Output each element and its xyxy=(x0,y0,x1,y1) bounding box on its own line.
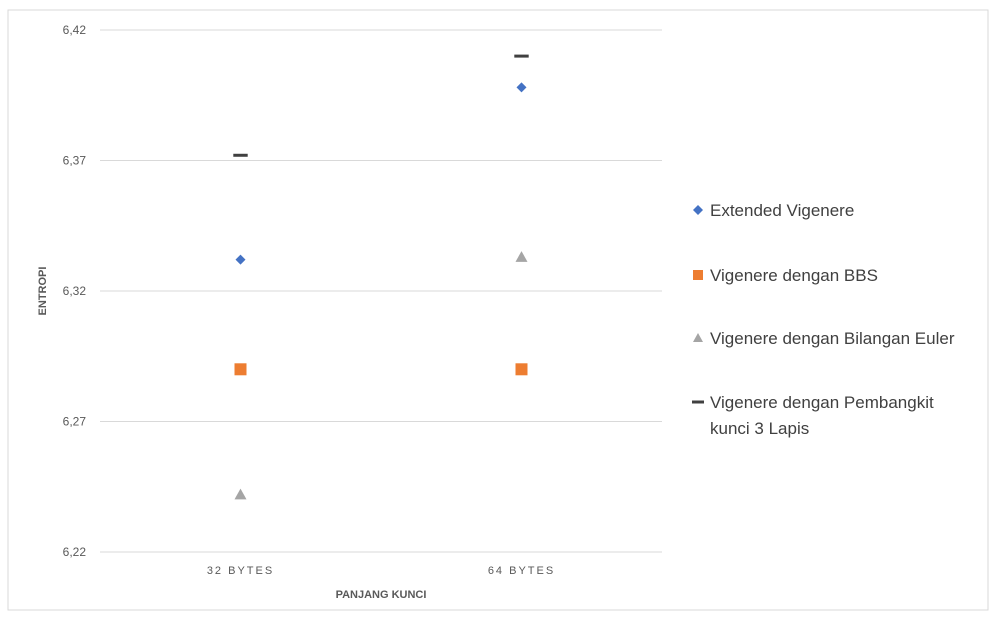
legend-marker-diamond xyxy=(693,205,703,215)
data-point-square xyxy=(234,363,247,376)
data-point-diamond xyxy=(235,254,246,265)
data-points xyxy=(233,54,529,500)
legend-label-line: Vigenere dengan Bilangan Euler xyxy=(710,329,955,348)
legend-label-line: Vigenere dengan Pembangkit xyxy=(710,393,934,412)
y-tick-label: 6,37 xyxy=(63,154,87,168)
y-tick-label: 6,42 xyxy=(63,23,87,37)
y-tick-label: 6,32 xyxy=(63,284,87,298)
x-category-label: 32 BYTES xyxy=(207,565,274,577)
gridlines xyxy=(100,29,662,553)
legend-marker-square xyxy=(693,270,703,280)
data-point-triangle xyxy=(234,488,247,500)
legend-label: Vigenere dengan Bilangan Euler xyxy=(710,329,955,348)
x-category-labels: 32 BYTES 64 BYTES xyxy=(207,565,555,577)
data-point-square xyxy=(515,363,528,376)
y-tick-labels: 6,22 6,27 6,32 6,37 6,42 xyxy=(63,23,87,559)
data-point-diamond xyxy=(516,82,527,93)
x-category-label: 64 BYTES xyxy=(488,565,555,577)
y-tick-label: 6,27 xyxy=(63,415,87,429)
legend-label-line: Extended Vigenere xyxy=(710,201,854,220)
legend-label: Vigenere dengan BBS xyxy=(710,266,878,285)
legend-label-line: kunci 3 Lapis xyxy=(710,419,809,438)
legend: Extended Vigenere Vigenere dengan BBS Vige… xyxy=(692,201,955,438)
y-tick-label: 6,22 xyxy=(63,545,87,559)
legend-marker-triangle xyxy=(693,333,703,342)
y-axis-title: ENTROPI xyxy=(37,267,49,316)
chart-border xyxy=(7,9,989,611)
legend-marker-dash xyxy=(692,400,704,404)
legend-label-line: Vigenere dengan BBS xyxy=(710,266,878,285)
legend-label: Vigenere dengan Pembangkit kunci 3 Lapis xyxy=(710,393,934,438)
data-point-dash xyxy=(233,153,248,157)
data-point-dash xyxy=(514,54,529,58)
legend-label: Extended Vigenere xyxy=(710,201,854,220)
data-point-triangle xyxy=(515,251,528,262)
x-axis-title: PANJANG KUNCI xyxy=(336,589,427,601)
